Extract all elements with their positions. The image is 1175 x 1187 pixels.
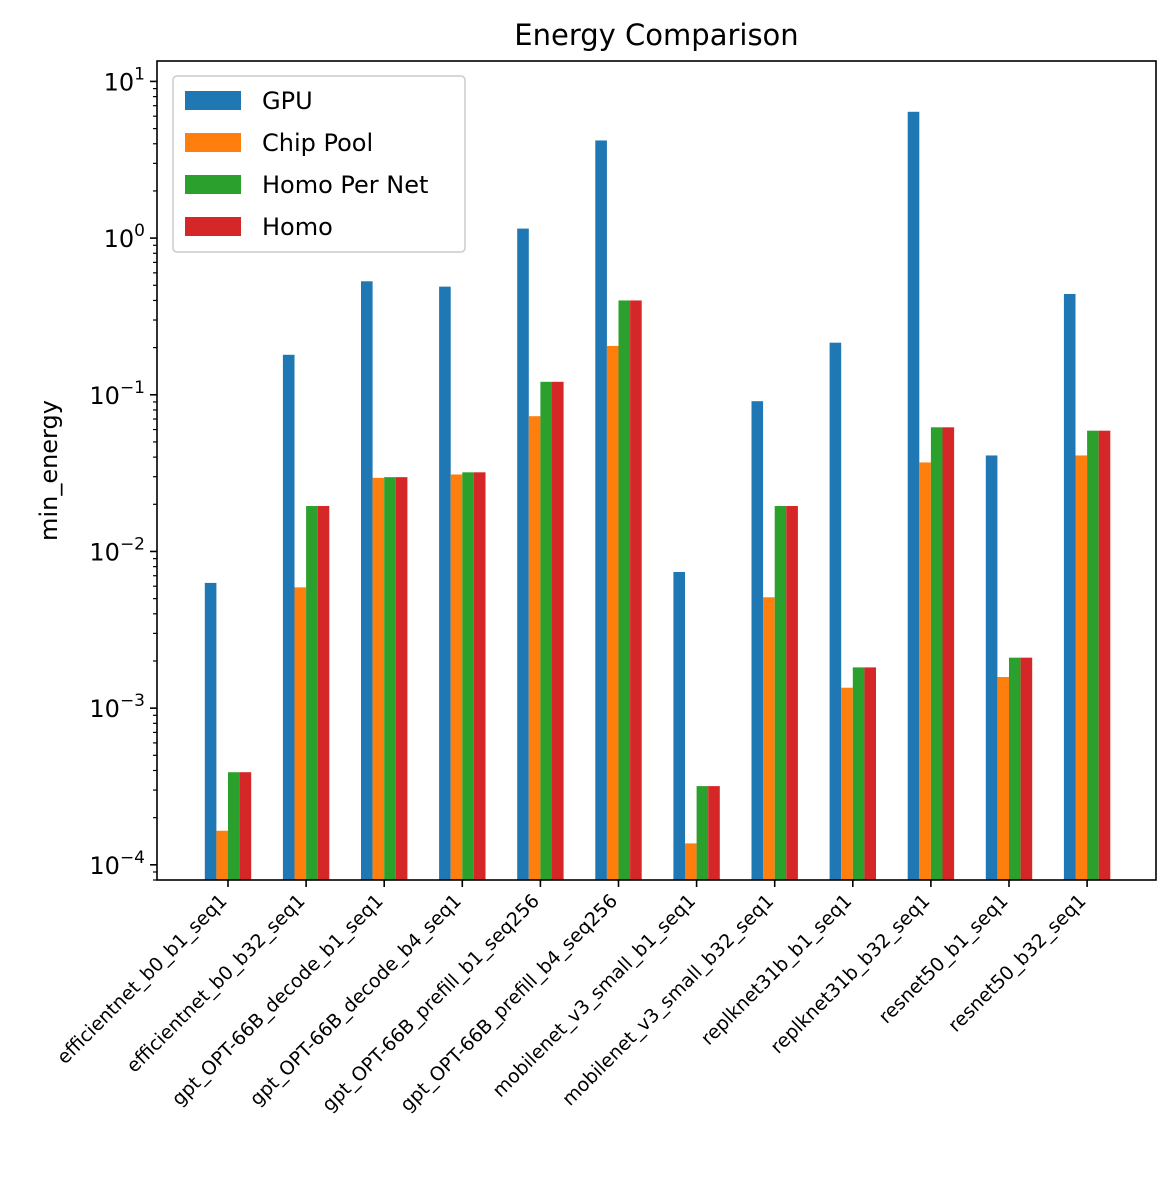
y-tick-label: 10−2 [89,534,145,566]
bar-chip-pool-0 [216,830,228,880]
legend-swatch-gpu [185,91,241,110]
bar-chip-pool-3 [450,474,463,880]
bar-gpu-2 [361,281,373,880]
bar-gpu-7 [751,401,764,880]
bar-chip-pool-5 [606,345,619,880]
y-tick-label: 101 [104,64,145,96]
bar-gpu-8 [829,342,842,880]
bar-gpu-1 [282,354,295,880]
bar-chip-pool-1 [294,587,307,880]
bar-gpu-11 [1063,293,1076,881]
bar-homo-per-net-6 [696,786,709,880]
bar-chip-pool-2 [372,477,385,880]
legend-frame [172,75,466,253]
plot-frame [156,60,1157,881]
bar-gpu-3 [439,286,451,880]
bar-homo-per-net-8 [852,667,865,880]
y-tick-label: 10−4 [89,848,145,880]
bar-gpu-6 [673,571,685,880]
bar-homo-per-net-7 [774,506,787,880]
bar-chip-pool-4 [528,416,541,880]
legend-swatch-homo [185,217,241,236]
bar-homo-3 [473,472,486,880]
bar-chip-pool-7 [763,597,775,880]
y-tick-label: 10−1 [89,378,145,410]
legend-label-homo: Homo [262,213,333,241]
legend-label-gpu: GPU [262,87,313,115]
y-axis: 10−4 10−3 10−2 10−1 100 101 [89,64,157,881]
bar-gpu-9 [907,111,920,881]
bar-chip-pool-6 [685,843,697,880]
chart-title: Energy Comparison [514,18,798,52]
bar-homo-per-net-0 [228,772,240,880]
bar-homo-per-net-4 [540,381,552,880]
bar-chip-pool-8 [841,687,853,880]
bar-homo-per-net-5 [618,300,631,880]
bar-homo-2 [395,477,408,880]
legend-label-chip-pool: Chip Pool [262,129,373,157]
bar-homo-10 [1020,657,1033,880]
legend-swatch-chip-pool [185,133,241,152]
bar-chip-pool-11 [1075,455,1088,880]
bar-homo-per-net-3 [462,472,474,880]
bar-homo-0 [239,772,252,880]
bar-homo-5 [630,300,642,880]
bar-gpu-5 [595,140,607,880]
bar-homo-4 [552,381,564,880]
bar-homo-1 [317,506,330,880]
legend-swatch-homo-per-net [185,175,241,194]
bar-gpu-4 [517,228,529,881]
bar-homo-per-net-1 [306,506,318,880]
bar-homo-7 [786,506,798,880]
bar-homo-per-net-9 [930,427,943,880]
legend: GPU Chip Pool Homo Per Net Homo [172,75,466,253]
bars-layer [204,111,1111,881]
bar-homo-11 [1098,430,1111,880]
bar-homo-8 [864,667,876,880]
y-axis-title: min_energy [35,400,63,541]
y-tick-label: 100 [104,221,145,253]
y-tick-label: 10−3 [89,691,145,723]
bar-gpu-0 [204,582,217,880]
bar-chip-pool-9 [919,462,931,880]
bar-homo-6 [708,786,720,880]
bar-chip-pool-10 [997,677,1009,880]
bar-homo-per-net-11 [1087,430,1099,880]
bar-homo-9 [942,427,955,880]
bar-gpu-10 [985,455,998,880]
bar-homo-per-net-10 [1009,657,1021,880]
legend-label-homo-per-net: Homo Per Net [262,171,428,199]
bar-homo-per-net-2 [384,477,396,880]
